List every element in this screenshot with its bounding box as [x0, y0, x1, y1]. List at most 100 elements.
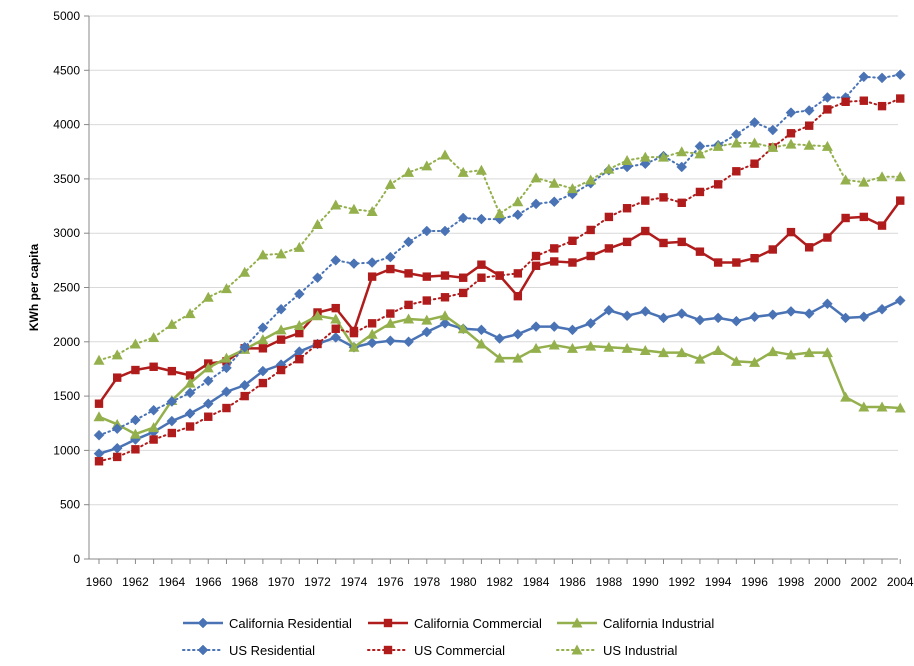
- data-point: [184, 308, 196, 319]
- data-point: [785, 306, 797, 317]
- data-point: [676, 308, 688, 319]
- x-tick-label: 1970: [268, 575, 295, 589]
- data-point: [494, 352, 506, 363]
- data-point: [641, 196, 650, 205]
- data-point: [548, 177, 560, 188]
- data-point: [421, 314, 433, 325]
- data-point: [550, 257, 559, 266]
- data-point: [840, 174, 852, 185]
- y-tick-label: 3000: [53, 226, 80, 240]
- data-point: [858, 401, 870, 412]
- data-point: [312, 219, 324, 230]
- series-us-industrial: [93, 137, 906, 365]
- data-point: [512, 209, 524, 221]
- gridlines: [89, 15, 898, 506]
- y-tick-label: 4500: [53, 63, 80, 77]
- data-point: [712, 312, 724, 324]
- data-point: [275, 324, 287, 335]
- data-point: [804, 243, 814, 252]
- series-group: [93, 69, 906, 466]
- data-point: [330, 254, 342, 266]
- data-point: [876, 303, 888, 315]
- data-point: [94, 399, 104, 408]
- data-point: [823, 233, 832, 242]
- data-point: [312, 272, 323, 284]
- data-point: [312, 310, 324, 321]
- x-tick-label: 1996: [741, 575, 768, 589]
- data-point: [566, 183, 578, 194]
- data-point: [385, 335, 396, 347]
- data-point: [293, 288, 305, 300]
- data-point: [804, 121, 814, 130]
- data-point: [129, 428, 141, 439]
- data-point: [676, 347, 688, 358]
- data-point: [768, 245, 777, 254]
- data-point: [494, 208, 506, 219]
- data-point: [93, 411, 105, 422]
- data-point: [166, 318, 178, 329]
- data-point: [840, 391, 852, 402]
- data-point: [568, 258, 577, 267]
- data-point: [330, 199, 342, 210]
- y-tick-label: 2500: [53, 281, 80, 295]
- data-point: [821, 140, 833, 151]
- data-point: [404, 300, 413, 310]
- data-point: [658, 151, 670, 162]
- data-point: [749, 311, 760, 323]
- x-tick-label: 2000: [814, 575, 841, 589]
- data-point: [530, 342, 542, 353]
- data-point: [348, 341, 360, 352]
- data-point: [167, 428, 177, 438]
- data-point: [859, 96, 869, 105]
- data-point: [677, 237, 686, 247]
- data-point: [258, 344, 268, 353]
- data-point: [348, 258, 360, 269]
- legend-item: California Industrial: [557, 616, 714, 631]
- data-point: [439, 149, 451, 160]
- data-point: [130, 414, 141, 426]
- data-point: [275, 303, 287, 315]
- data-point: [111, 423, 123, 435]
- data-point: [639, 344, 651, 355]
- data-point: [622, 204, 632, 213]
- data-point: [111, 349, 123, 360]
- data-point: [822, 92, 833, 103]
- data-point: [293, 320, 305, 331]
- data-point: [550, 244, 559, 253]
- y-tick-label: 1500: [53, 389, 80, 403]
- legend-item: US Residential: [182, 643, 315, 658]
- data-point: [476, 324, 487, 336]
- data-point: [896, 196, 905, 205]
- data-point: [767, 309, 779, 321]
- data-point: [257, 322, 269, 334]
- data-point: [366, 328, 378, 339]
- x-tick-label: 1982: [486, 575, 513, 589]
- data-point: [403, 166, 415, 177]
- data-point: [530, 172, 542, 183]
- data-point: [366, 257, 378, 268]
- data-point: [457, 212, 469, 224]
- data-point: [876, 72, 888, 84]
- data-point: [330, 332, 342, 343]
- data-point: [712, 140, 724, 151]
- data-point: [439, 225, 451, 237]
- legend-marker: [197, 617, 209, 629]
- data-point: [403, 336, 414, 348]
- data-point: [403, 236, 414, 248]
- legend: California Residential California Commerc…: [182, 616, 714, 658]
- x-tick-label: 1986: [559, 575, 586, 589]
- y-tick-labels: 0 500 1000 1500 2000 2500 3000 3500 4000 4500 5000: [53, 9, 80, 566]
- x-tick-label: 1978: [413, 575, 440, 589]
- x-tick-label: 1974: [341, 575, 368, 589]
- data-point: [421, 160, 433, 171]
- data-point: [276, 335, 286, 344]
- data-point: [876, 171, 888, 182]
- data-point: [313, 339, 322, 349]
- data-point: [366, 337, 378, 349]
- data-point: [202, 291, 214, 302]
- data-point: [475, 338, 487, 349]
- x-tick-label: 2002: [850, 575, 877, 589]
- data-point: [440, 293, 450, 302]
- data-point: [366, 205, 378, 216]
- data-point: [421, 225, 433, 237]
